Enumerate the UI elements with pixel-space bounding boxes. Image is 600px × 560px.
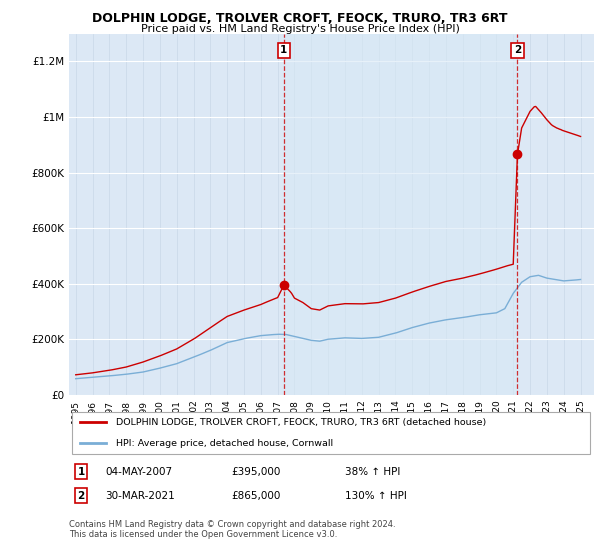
Text: 1: 1 <box>77 466 85 477</box>
Text: 130% ↑ HPI: 130% ↑ HPI <box>345 491 407 501</box>
Text: 1: 1 <box>280 45 287 55</box>
Text: DOLPHIN LODGE, TROLVER CROFT, FEOCK, TRURO, TR3 6RT (detached house): DOLPHIN LODGE, TROLVER CROFT, FEOCK, TRU… <box>116 418 487 427</box>
Text: HPI: Average price, detached house, Cornwall: HPI: Average price, detached house, Corn… <box>116 438 334 447</box>
Text: 38% ↑ HPI: 38% ↑ HPI <box>345 466 400 477</box>
Text: 04-MAY-2007: 04-MAY-2007 <box>105 466 172 477</box>
Text: 2: 2 <box>514 45 521 55</box>
Text: 30-MAR-2021: 30-MAR-2021 <box>105 491 175 501</box>
Text: DOLPHIN LODGE, TROLVER CROFT, FEOCK, TRURO, TR3 6RT: DOLPHIN LODGE, TROLVER CROFT, FEOCK, TRU… <box>92 12 508 25</box>
Bar <box>284 34 517 395</box>
Text: Price paid vs. HM Land Registry's House Price Index (HPI): Price paid vs. HM Land Registry's House … <box>140 24 460 34</box>
Text: 2: 2 <box>77 491 85 501</box>
Text: £865,000: £865,000 <box>231 491 280 501</box>
Text: Contains HM Land Registry data © Crown copyright and database right 2024.
This d: Contains HM Land Registry data © Crown c… <box>69 520 395 539</box>
Text: £395,000: £395,000 <box>231 466 280 477</box>
FancyBboxPatch shape <box>71 412 590 454</box>
